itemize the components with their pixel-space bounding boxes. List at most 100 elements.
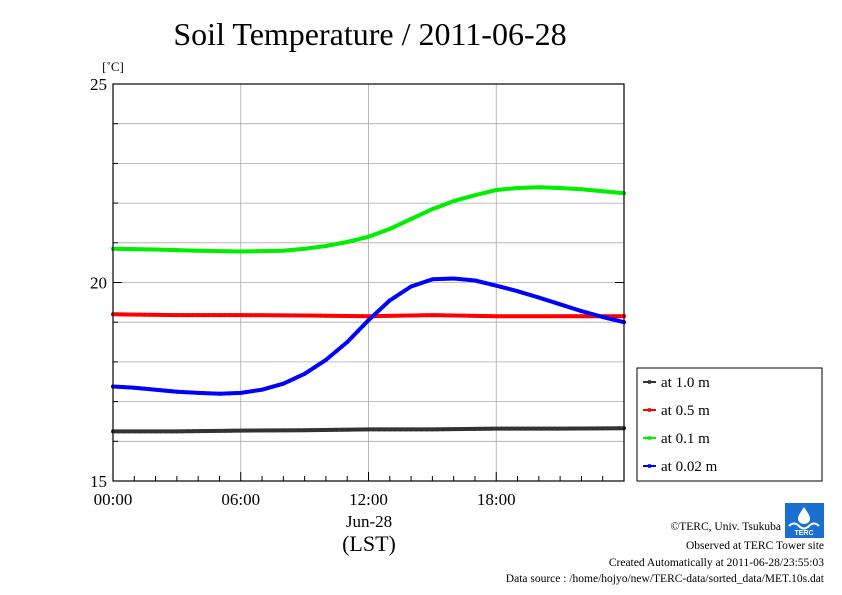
series-point <box>574 307 579 312</box>
series-point <box>473 426 477 431</box>
series-point <box>297 428 302 433</box>
series-point <box>526 292 531 297</box>
credit-observed: Observed at TERC Tower site <box>686 540 824 552</box>
series-point <box>244 313 249 318</box>
series-point <box>552 185 557 190</box>
series-point <box>457 427 461 432</box>
series-point <box>430 313 435 318</box>
series-point <box>281 428 286 433</box>
series-point <box>313 245 318 250</box>
series-point <box>244 390 249 395</box>
series-point <box>435 427 440 432</box>
series-point <box>451 276 456 281</box>
series-point <box>494 314 499 319</box>
series-point <box>425 209 430 214</box>
series-point <box>526 426 531 431</box>
series-point <box>536 314 541 319</box>
series-point <box>494 283 499 288</box>
series-point <box>307 368 312 373</box>
series-point <box>196 313 201 318</box>
series-point <box>169 429 174 434</box>
series-point <box>185 429 190 434</box>
series-point <box>552 314 557 319</box>
series-point <box>590 312 595 317</box>
series-point <box>185 313 190 318</box>
series-point <box>515 426 520 431</box>
series-point <box>398 291 403 296</box>
series-point <box>260 313 264 318</box>
series-point <box>323 357 328 362</box>
series-point <box>483 281 488 286</box>
series-point <box>377 308 382 313</box>
series-point <box>473 193 477 198</box>
series-point <box>286 428 291 433</box>
series-point <box>371 427 376 432</box>
series-point <box>366 234 371 239</box>
series-point <box>387 226 392 231</box>
series-point <box>558 426 563 431</box>
series-point <box>281 248 286 253</box>
series-point <box>414 427 419 432</box>
series-point <box>217 428 222 433</box>
series-point <box>174 389 179 394</box>
series-point <box>377 427 382 432</box>
series-point <box>222 249 227 254</box>
series-point <box>222 391 227 396</box>
series-point <box>377 230 382 235</box>
series-at-1-0-m <box>111 426 626 434</box>
series-point <box>329 353 334 358</box>
series-point <box>467 426 472 431</box>
series-point <box>611 190 616 195</box>
series-point <box>345 240 350 244</box>
series-point <box>441 276 445 281</box>
series-point <box>201 391 206 396</box>
series-point <box>270 428 275 433</box>
series-point <box>127 312 131 317</box>
series-point <box>504 187 509 191</box>
series-point <box>510 426 515 431</box>
legend-frame <box>636 367 823 482</box>
series-point <box>515 314 520 319</box>
series-point <box>137 386 142 391</box>
y-tick-label: 15 <box>90 472 107 491</box>
series-point <box>361 323 366 328</box>
series-point <box>206 391 211 396</box>
series-point <box>488 314 493 319</box>
series-point <box>377 314 382 318</box>
legend-label: at 1.0 m <box>661 375 710 391</box>
series-point <box>153 429 158 434</box>
series-point <box>430 427 435 432</box>
series-point <box>233 391 238 396</box>
series-point <box>499 285 504 290</box>
series-point <box>260 249 264 254</box>
series-point <box>281 313 286 318</box>
series-point <box>435 313 440 318</box>
series-point <box>254 313 259 318</box>
series-point <box>334 313 339 318</box>
series-point <box>494 426 499 431</box>
series-point <box>350 238 355 243</box>
grid-lines <box>113 84 624 481</box>
series-point <box>393 427 398 432</box>
series-point <box>212 313 217 318</box>
series-point <box>206 248 211 253</box>
series-point <box>276 248 280 253</box>
series-point <box>307 246 312 251</box>
series-point <box>430 207 435 212</box>
series-point <box>153 312 158 317</box>
series-point <box>302 428 307 433</box>
series-point <box>361 427 366 432</box>
series-point <box>238 390 243 395</box>
series-point <box>329 427 334 432</box>
series-point <box>488 282 493 287</box>
series-point <box>478 426 483 431</box>
series-point <box>542 185 547 190</box>
series-point <box>558 186 563 190</box>
series-point <box>190 248 195 253</box>
series-point <box>313 364 318 369</box>
series-point <box>132 312 137 317</box>
series-point <box>451 427 456 432</box>
series-point <box>361 314 366 319</box>
series-point <box>121 312 126 317</box>
series-point <box>398 313 403 318</box>
